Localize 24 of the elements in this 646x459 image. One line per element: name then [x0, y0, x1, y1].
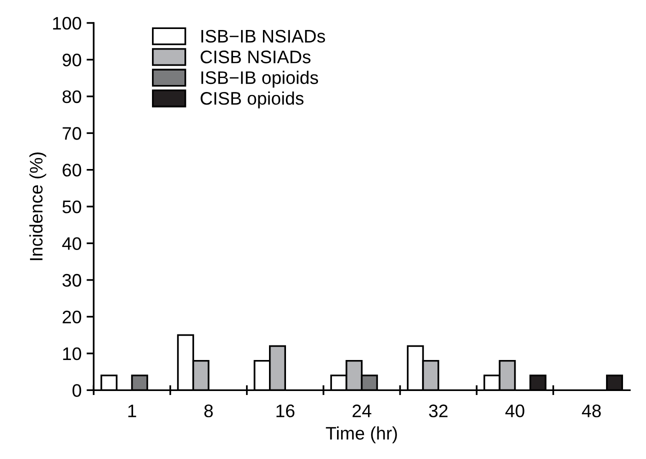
y-tick-label: 0	[72, 384, 82, 397]
y-tick-label: 20	[62, 310, 82, 324]
y-tick-label: 10	[63, 347, 82, 360]
y-tick-label: 50	[62, 200, 82, 214]
y-tick-label: 90	[62, 54, 82, 66]
y-tick-label: 100	[53, 16, 82, 30]
y-tick-label: 60	[62, 164, 82, 177]
x-tick-label: 24	[352, 404, 372, 418]
y-tick-label: 40	[62, 237, 82, 250]
y-tick-label: 80	[62, 90, 82, 104]
x-tick-label: 1	[128, 404, 136, 418]
x-tick-label: 32	[429, 404, 448, 418]
legend-label: CISB opioids	[200, 92, 304, 108]
legend-label: ISB−IB NSIADs	[201, 30, 326, 43]
x-tick-label: 48	[582, 404, 601, 418]
y-tick-label: 30	[62, 274, 82, 287]
y-axis-title: Incidence (%)	[29, 152, 46, 260]
x-tick-label: 16	[276, 404, 294, 418]
x-tick-label: 40	[505, 404, 524, 418]
x-axis-title: Time (hr)	[326, 426, 397, 444]
legend-label: ISB−IB opioids	[201, 70, 318, 88]
legend-label: CISB NSIADs	[200, 50, 310, 64]
y-tick-label: 70	[62, 127, 82, 140]
x-tick-label: 8	[204, 404, 213, 418]
